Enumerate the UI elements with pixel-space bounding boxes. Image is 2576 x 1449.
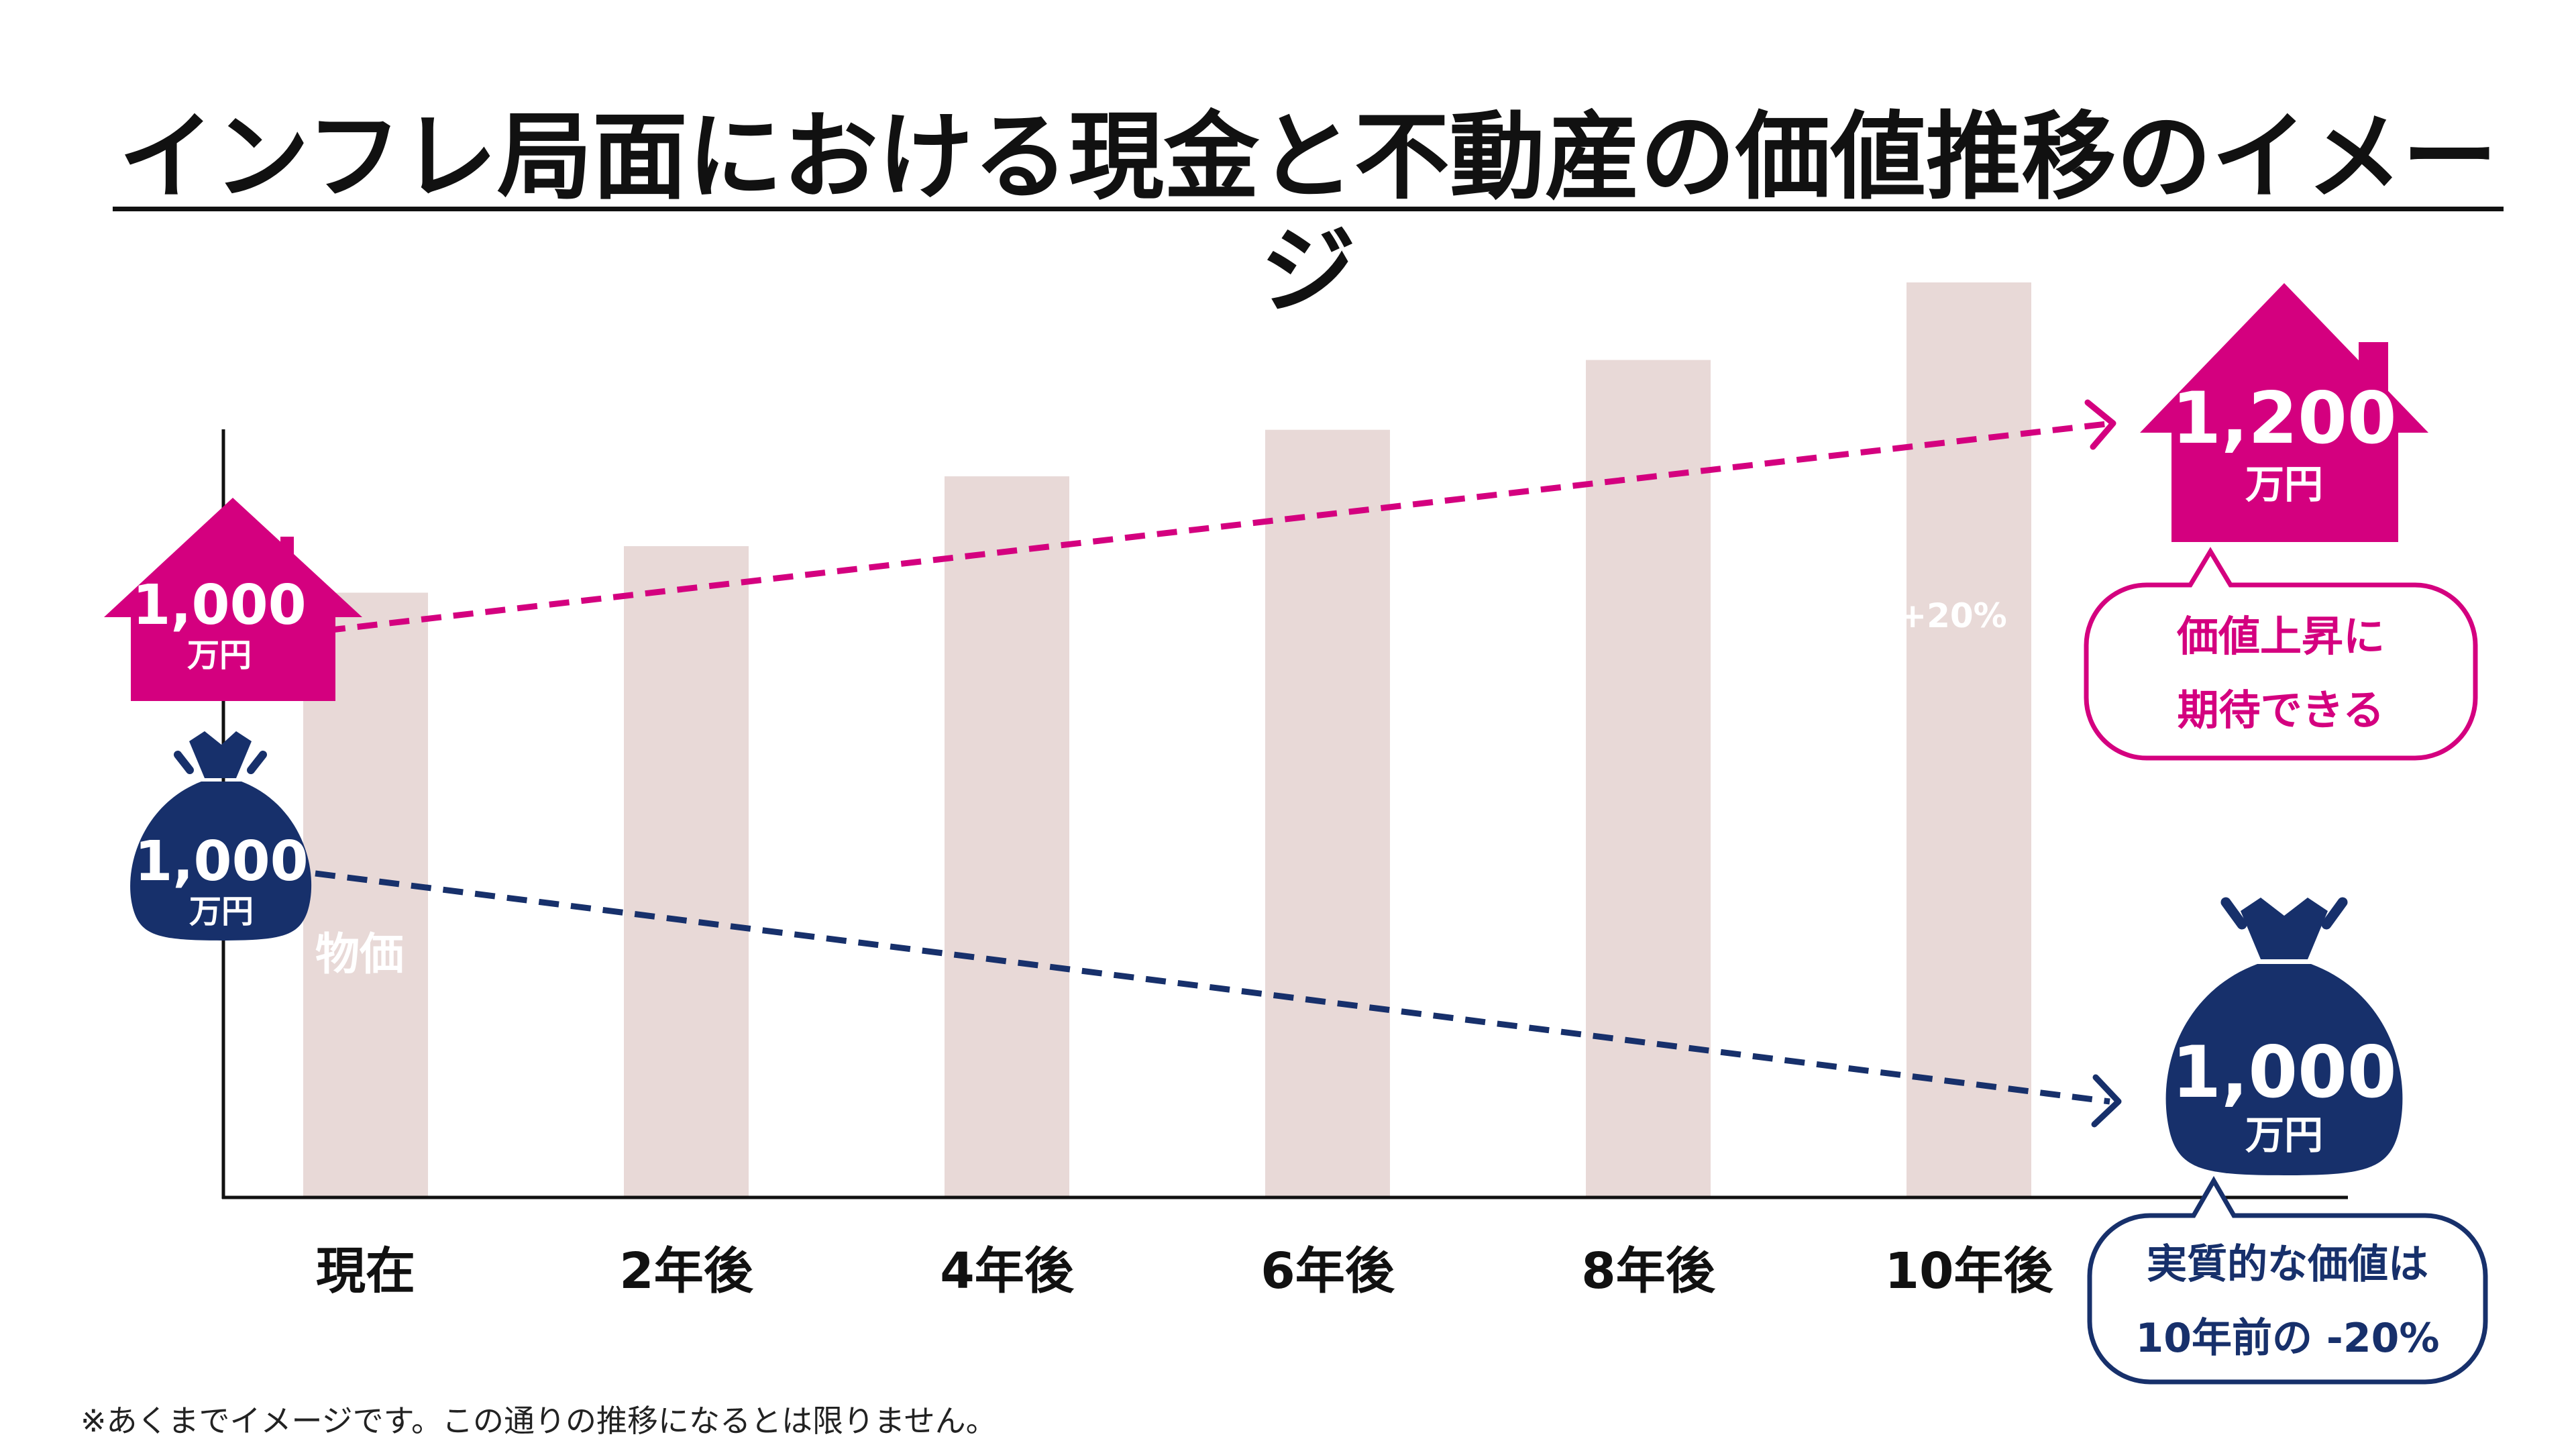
x-tick-label-2: 4年後 — [940, 1242, 1074, 1300]
bar-5 — [1907, 282, 2031, 1196]
title-underline — [113, 207, 2504, 211]
chart-title: インフレ局面における現金と不動産の価値推移のイメージ — [119, 102, 2498, 327]
cash-callout-line-2: 10年前の -20% — [2136, 1315, 2440, 1362]
bar-1 — [624, 546, 749, 1196]
x-tick-label-1: 2年後 — [619, 1242, 753, 1300]
end-house-icon — [2140, 283, 2428, 542]
start-cash-unit: 万円 — [189, 893, 254, 930]
bar-label-price: 物価 — [315, 928, 404, 980]
property-callout-line-1: 価値上昇に — [2176, 612, 2385, 661]
end-money-bag-icon — [2165, 897, 2403, 1175]
x-tick-label-0: 現在 — [316, 1242, 415, 1300]
property-callout-line-2: 期待できる — [2178, 686, 2385, 735]
start-cash-value: 1,000 — [134, 830, 308, 894]
x-tick-labels: 現在 2年後 4年後 6年後 8年後 10年後 — [316, 1242, 2053, 1300]
bar-2 — [945, 476, 1069, 1196]
cash-arrow-head — [2091, 1074, 2122, 1128]
start-money-bag-icon — [130, 731, 312, 941]
bar-3 — [1265, 429, 1390, 1196]
cash-callout-bubble — [2087, 1175, 2488, 1385]
bar-label-plus20: +20% — [1898, 596, 2007, 635]
end-property-value: 1,200 — [2171, 377, 2396, 460]
bar-4 — [1586, 360, 1711, 1196]
end-cash-unit: 万円 — [2245, 1112, 2323, 1158]
cash-trend-line — [315, 870, 2110, 1105]
property-callout-bubble — [2084, 547, 2478, 761]
x-tick-label-3: 6年後 — [1260, 1242, 1395, 1300]
start-house-icon — [104, 498, 362, 701]
bars — [303, 282, 2031, 1196]
cash-callout-line-1: 実質的な価値は — [2147, 1241, 2428, 1288]
x-tick-label-4: 8年後 — [1581, 1242, 1715, 1300]
start-property-unit: 万円 — [187, 637, 252, 674]
property-trend-line — [325, 421, 2107, 634]
start-property-value: 1,000 — [132, 574, 306, 637]
end-property-unit: 万円 — [2245, 462, 2323, 507]
disclaimer-note: ※あくまでイメージです。この通りの推移になるとは限りません。 — [80, 1403, 997, 1439]
x-tick-label-5: 10年後 — [1885, 1242, 2054, 1300]
property-arrow-head — [2084, 399, 2116, 450]
end-cash-value: 1,000 — [2171, 1031, 2396, 1114]
